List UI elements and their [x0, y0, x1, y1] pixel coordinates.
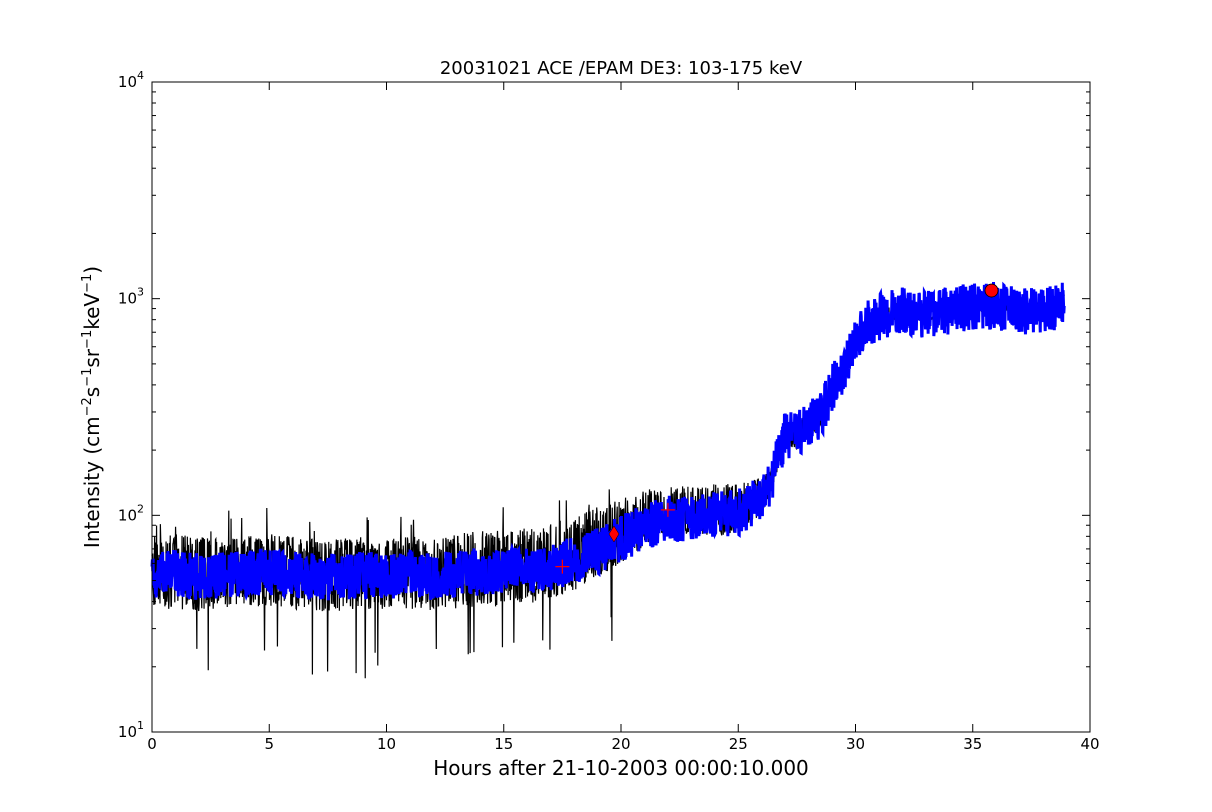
y-tick-label-3: 104: [118, 69, 144, 91]
x-tick-label-5: 25: [729, 735, 748, 753]
x-tick-label-7: 35: [963, 735, 982, 753]
y-tick-label-2: 103: [118, 286, 144, 308]
plot-area: [150, 81, 1091, 733]
x-tick-label-8: 40: [1080, 735, 1099, 753]
y-tick-label-0: 101: [118, 719, 144, 741]
x-tick-label-3: 15: [494, 735, 513, 753]
x-tick-label-1: 5: [264, 735, 274, 753]
plus-marker-0: [555, 559, 570, 574]
x-axis: 0 5 10 15 20 25 30 35 40: [147, 82, 1100, 753]
chart-title: 20031021 ACE /EPAM DE3: 103-175 keV: [440, 58, 803, 79]
smooth-series: [150, 281, 1066, 601]
plus-marker-2: [660, 502, 675, 517]
smooth-series-line: [150, 281, 1066, 601]
x-tick-label-0: 0: [147, 735, 157, 753]
diamond-marker-1: [608, 525, 620, 543]
y-tick-label-1: 102: [118, 502, 144, 524]
x-axis-label: Hours after 21-10-2003 00:00:10.000: [433, 756, 809, 780]
circle-marker-3: [984, 283, 999, 298]
x-tick-label-6: 30: [846, 735, 865, 753]
x-tick-label-4: 20: [611, 735, 630, 753]
plot-background: [152, 82, 1090, 732]
y-axis-label: Intensity (cm−2s−1sr−1keV−1): [80, 266, 104, 548]
event-markers: [555, 283, 999, 574]
y-axis: 101 102 103 104: [118, 69, 1090, 741]
x-tick-label-2: 10: [377, 735, 396, 753]
y-axis-label-text: Intensity (cm−2s−1sr−1keV−1): [80, 266, 104, 548]
